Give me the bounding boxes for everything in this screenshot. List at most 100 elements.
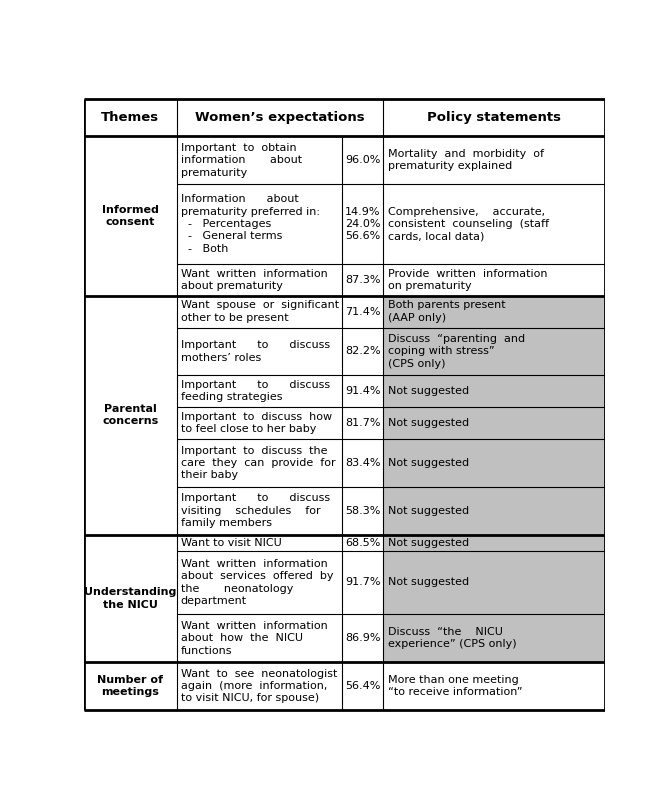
Bar: [84, 550, 177, 614]
Text: 14.9%
24.0%
56.6%: 14.9% 24.0% 56.6%: [345, 207, 380, 241]
Bar: [384, 439, 605, 487]
Text: Comprehensive,    accurate,
consistent  counseling  (staff
cards, local data): Comprehensive, accurate, consistent coun…: [388, 207, 548, 241]
Text: Parental
concerns: Parental concerns: [102, 404, 159, 426]
Bar: [84, 376, 177, 407]
Bar: [342, 136, 384, 184]
Text: Number of
meetings: Number of meetings: [97, 674, 163, 697]
Bar: [84, 184, 177, 264]
Bar: [177, 376, 342, 407]
Text: Information      about
prematurity preferred in:
  -   Percentages
  -   General: Information about prematurity preferred …: [181, 194, 320, 254]
Bar: [384, 328, 605, 376]
Text: Not suggested: Not suggested: [388, 505, 469, 516]
Text: 96.0%: 96.0%: [345, 155, 380, 165]
Bar: [342, 550, 384, 614]
Text: 91.7%: 91.7%: [345, 578, 380, 587]
Text: Important  to  discuss  how
to feel close to her baby: Important to discuss how to feel close t…: [181, 412, 332, 434]
Text: 91.4%: 91.4%: [345, 386, 380, 396]
Text: 81.7%: 81.7%: [345, 418, 380, 428]
Text: Important  to  discuss  the
care  they  can  provide  for
their baby: Important to discuss the care they can p…: [181, 445, 335, 481]
Bar: [342, 376, 384, 407]
Bar: [177, 487, 342, 534]
Bar: [342, 184, 384, 264]
Text: Provide  written  information
on prematurity: Provide written information on prematuri…: [388, 268, 547, 291]
Bar: [384, 184, 605, 264]
Text: 86.9%: 86.9%: [345, 633, 380, 643]
Bar: [384, 296, 605, 328]
Bar: [384, 550, 605, 614]
Text: Discuss  “the    NICU
experience” (CPS only): Discuss “the NICU experience” (CPS only): [388, 627, 516, 650]
Text: Want  to  see  neonatologist
again  (more  information,
to visit NICU, for spous: Want to see neonatologist again (more in…: [181, 669, 337, 703]
Text: Not suggested: Not suggested: [388, 386, 469, 396]
Bar: [177, 296, 342, 328]
Text: 68.5%: 68.5%: [345, 537, 380, 548]
Bar: [342, 407, 384, 439]
Bar: [342, 439, 384, 487]
Bar: [84, 264, 177, 296]
Text: Not suggested: Not suggested: [388, 418, 469, 428]
Text: Want  written  information
about  how  the  NICU
functions: Want written information about how the N…: [181, 621, 328, 655]
Bar: [84, 136, 177, 184]
Bar: [177, 534, 342, 550]
Bar: [177, 407, 342, 439]
Text: 71.4%: 71.4%: [345, 307, 380, 316]
Bar: [342, 534, 384, 550]
Text: Important      to      discuss
mothers’ roles: Important to discuss mothers’ roles: [181, 340, 330, 363]
Bar: [177, 184, 342, 264]
Bar: [84, 296, 177, 534]
Text: Informed
consent: Informed consent: [102, 205, 159, 227]
Bar: [384, 407, 605, 439]
Bar: [342, 296, 384, 328]
Bar: [84, 296, 177, 328]
Text: Important  to  obtain
information       about
prematurity: Important to obtain information about pr…: [181, 143, 302, 178]
Bar: [84, 534, 177, 662]
Text: Want  written  information
about  services  offered  by
the       neonatology
de: Want written information about services …: [181, 559, 333, 606]
Text: Not suggested: Not suggested: [388, 537, 469, 548]
Text: Mortality  and  morbidity  of
prematurity explained: Mortality and morbidity of prematurity e…: [388, 149, 544, 171]
Text: Themes: Themes: [101, 111, 159, 124]
Text: More than one meeting
“to receive information”: More than one meeting “to receive inform…: [388, 674, 522, 697]
Bar: [177, 136, 342, 184]
Bar: [342, 487, 384, 534]
Bar: [177, 328, 342, 376]
Text: Important      to      discuss
visiting    schedules    for
family members: Important to discuss visiting schedules …: [181, 493, 330, 528]
Bar: [342, 264, 384, 296]
Bar: [384, 136, 605, 184]
Bar: [84, 534, 177, 550]
Text: Not suggested: Not suggested: [388, 578, 469, 587]
Bar: [177, 614, 342, 662]
Bar: [84, 662, 177, 710]
Text: Want  written  information
about prematurity: Want written information about prematuri…: [181, 268, 328, 291]
Bar: [384, 487, 605, 534]
Bar: [84, 662, 177, 710]
Bar: [384, 264, 605, 296]
Text: 87.3%: 87.3%: [345, 275, 380, 284]
Bar: [384, 614, 605, 662]
Bar: [177, 264, 342, 296]
Text: Discuss  “parenting  and
coping with stress”
(CPS only): Discuss “parenting and coping with stres…: [388, 334, 525, 368]
Bar: [384, 376, 605, 407]
Bar: [384, 534, 605, 550]
Text: Women’s expectations: Women’s expectations: [196, 111, 365, 124]
Text: Want to visit NICU: Want to visit NICU: [181, 537, 282, 548]
Bar: [342, 662, 384, 710]
Bar: [84, 487, 177, 534]
Bar: [342, 614, 384, 662]
Bar: [177, 662, 342, 710]
Bar: [84, 407, 177, 439]
Text: Both parents present
(AAP only): Both parents present (AAP only): [388, 300, 505, 323]
Text: Want  spouse  or  significant
other to be present: Want spouse or significant other to be p…: [181, 300, 339, 323]
Bar: [177, 439, 342, 487]
Bar: [84, 439, 177, 487]
Text: Important      to      discuss
feeding strategies: Important to discuss feeding strategies: [181, 380, 330, 402]
Text: Policy statements: Policy statements: [427, 111, 561, 124]
Bar: [342, 328, 384, 376]
Bar: [84, 136, 177, 296]
Bar: [84, 99, 605, 136]
Text: Understanding
the NICU: Understanding the NICU: [84, 587, 177, 610]
Bar: [384, 662, 605, 710]
Bar: [84, 328, 177, 376]
Text: 58.3%: 58.3%: [345, 505, 380, 516]
Text: 83.4%: 83.4%: [345, 458, 380, 468]
Text: 82.2%: 82.2%: [345, 346, 380, 356]
Text: Not suggested: Not suggested: [388, 458, 469, 468]
